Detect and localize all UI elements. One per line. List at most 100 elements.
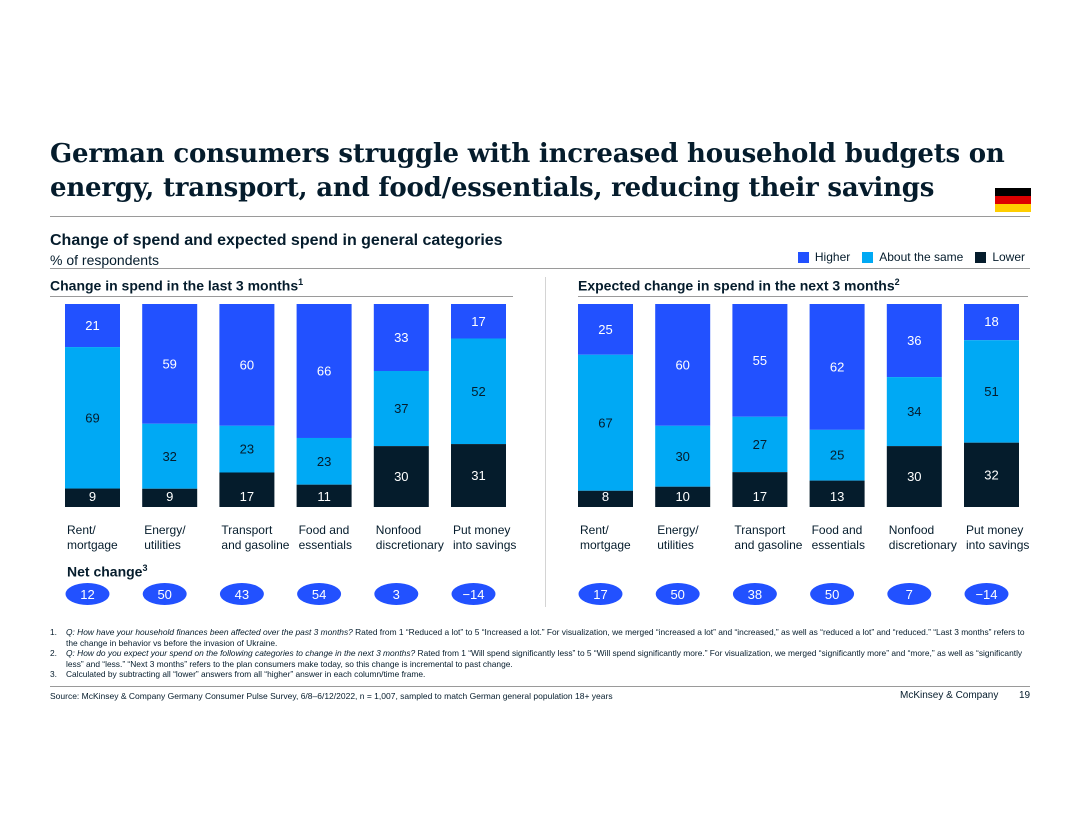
data-label-lower: 30 — [907, 469, 921, 484]
data-label-same: 27 — [753, 437, 767, 452]
net-change-value: 12 — [80, 587, 94, 602]
category-label: Nonfood — [376, 523, 421, 537]
data-label-higher: 60 — [675, 357, 689, 372]
data-label-higher: 59 — [162, 356, 176, 371]
bar-segment-lower — [809, 480, 865, 507]
category-label: Put money — [966, 523, 1023, 537]
net-change-pill — [297, 583, 342, 605]
net-change-value: −14 — [462, 587, 484, 602]
legend-label-same: About the same — [879, 250, 964, 264]
category-label: Food and — [299, 523, 350, 537]
footnotes: 1. Q: How have your household finances be… — [50, 627, 1035, 680]
footnote-3: 3. Calculated by subtracting all “lower” … — [50, 669, 1035, 680]
bar-segment-higher — [578, 304, 633, 355]
net-change-pill — [732, 583, 777, 605]
right-panel-rule — [578, 296, 1028, 297]
bar-segment-lower — [578, 490, 633, 507]
net-change-label-text: Net change — [67, 563, 143, 580]
net-change-value: 38 — [748, 587, 762, 602]
germany-flag-icon — [995, 188, 1031, 212]
left-panel-rule — [50, 296, 513, 297]
left-panel-title-sup: 1 — [298, 277, 304, 287]
left-panel-title: Change in spend in the last 3 months1 — [50, 277, 303, 294]
data-label-same: 52 — [471, 384, 485, 399]
data-label-lower: 17 — [753, 489, 767, 504]
right-panel-title-sup: 2 — [894, 277, 900, 287]
subtitle-divider — [50, 268, 1030, 269]
net-change-value: 54 — [312, 587, 326, 602]
stacked-bar-charts: 21 69 9 Rent/mortgage 12 59 32 9 Energy/utilitie… — [65, 304, 1029, 605]
data-label-lower: 10 — [675, 489, 689, 504]
category-label: Transport — [221, 523, 273, 537]
panel-divider — [545, 277, 546, 607]
bar-segment-lower — [964, 442, 1019, 507]
data-label-same: 37 — [394, 401, 408, 416]
net-change-pill — [887, 583, 932, 605]
legend-label-lower: Lower — [992, 250, 1025, 264]
data-label-same: 30 — [675, 449, 689, 464]
data-label-lower: 8 — [602, 489, 609, 504]
page-number: 19 — [1019, 690, 1031, 701]
net-change-value: 17 — [593, 587, 607, 602]
bar-segment-same — [451, 338, 506, 445]
legend-swatch-same — [862, 251, 874, 263]
category-label: Energy/ — [144, 523, 186, 537]
category-label: utilities — [144, 538, 181, 552]
category-label: essentials — [812, 538, 865, 552]
right-panel-title-text: Expected change in spend in the next 3 m… — [578, 277, 895, 294]
category-label: and gasoline — [221, 538, 289, 552]
category-label: Energy/ — [657, 523, 699, 537]
bar-segment-same — [142, 423, 198, 489]
footnote-number: 1. — [50, 627, 57, 637]
net-change-pill — [451, 583, 496, 605]
data-label-same: 25 — [830, 448, 844, 463]
bar-segment-same — [65, 347, 120, 489]
net-change-value: 7 — [906, 587, 913, 602]
data-label-lower: 17 — [240, 489, 254, 504]
net-change-value: 50 — [670, 587, 684, 602]
data-label-higher: 36 — [907, 333, 921, 348]
category-label: Food and — [812, 523, 863, 537]
net-change-pill — [142, 583, 187, 605]
chart-subtitle: Change of spend and expected spend in ge… — [50, 232, 503, 249]
net-change-value: 50 — [157, 587, 171, 602]
bar-segment-higher — [296, 304, 352, 438]
category-label: discretionary — [376, 538, 444, 552]
category-label: Put money — [453, 523, 510, 537]
net-change-label: Net change3 — [67, 563, 147, 580]
data-label-same: 23 — [317, 454, 331, 469]
source-note: Source: McKinsey & Company Germany Consu… — [50, 691, 613, 701]
bar-segment-lower — [65, 488, 120, 507]
bar-segment-same — [886, 377, 942, 447]
legend: Higher About the same Lower — [792, 250, 1025, 264]
footnote-number: 3. — [50, 669, 57, 679]
bar-segment-lower — [886, 446, 942, 507]
data-label-lower: 31 — [471, 468, 485, 483]
bar-segment-same — [732, 416, 788, 473]
footnote-2: 2. Q: How do you expect your spend on the… — [50, 648, 1035, 669]
legend-swatch-higher — [797, 251, 809, 263]
net-change-value: 50 — [825, 587, 839, 602]
bar-segment-higher — [219, 304, 275, 426]
bar-segment-higher — [65, 304, 120, 348]
right-panel-title: Expected change in spend in the next 3 m… — [578, 277, 900, 294]
footnote-text: Rated from 1 “Reduced a lot” to 5 “Incre… — [66, 627, 1025, 648]
data-label-lower: 9 — [89, 489, 96, 504]
category-label: utilities — [657, 538, 694, 552]
net-change-pill — [374, 583, 419, 605]
data-label-higher: 33 — [394, 330, 408, 345]
category-label: Rent/ — [67, 523, 96, 537]
category-label: essentials — [299, 538, 352, 552]
bar-segment-lower — [219, 472, 275, 507]
data-label-lower: 30 — [394, 469, 408, 484]
category-label: into savings — [453, 538, 516, 552]
data-label-higher: 60 — [240, 357, 254, 372]
bar-segment-same — [809, 429, 865, 481]
bar-segment-higher — [142, 304, 198, 424]
bar-segment-same — [578, 354, 633, 491]
bar-segment-same — [655, 425, 711, 487]
category-label: discretionary — [889, 538, 957, 552]
bar-segment-higher — [373, 304, 429, 371]
data-label-higher: 25 — [598, 322, 612, 337]
bar-segment-lower — [451, 444, 506, 507]
